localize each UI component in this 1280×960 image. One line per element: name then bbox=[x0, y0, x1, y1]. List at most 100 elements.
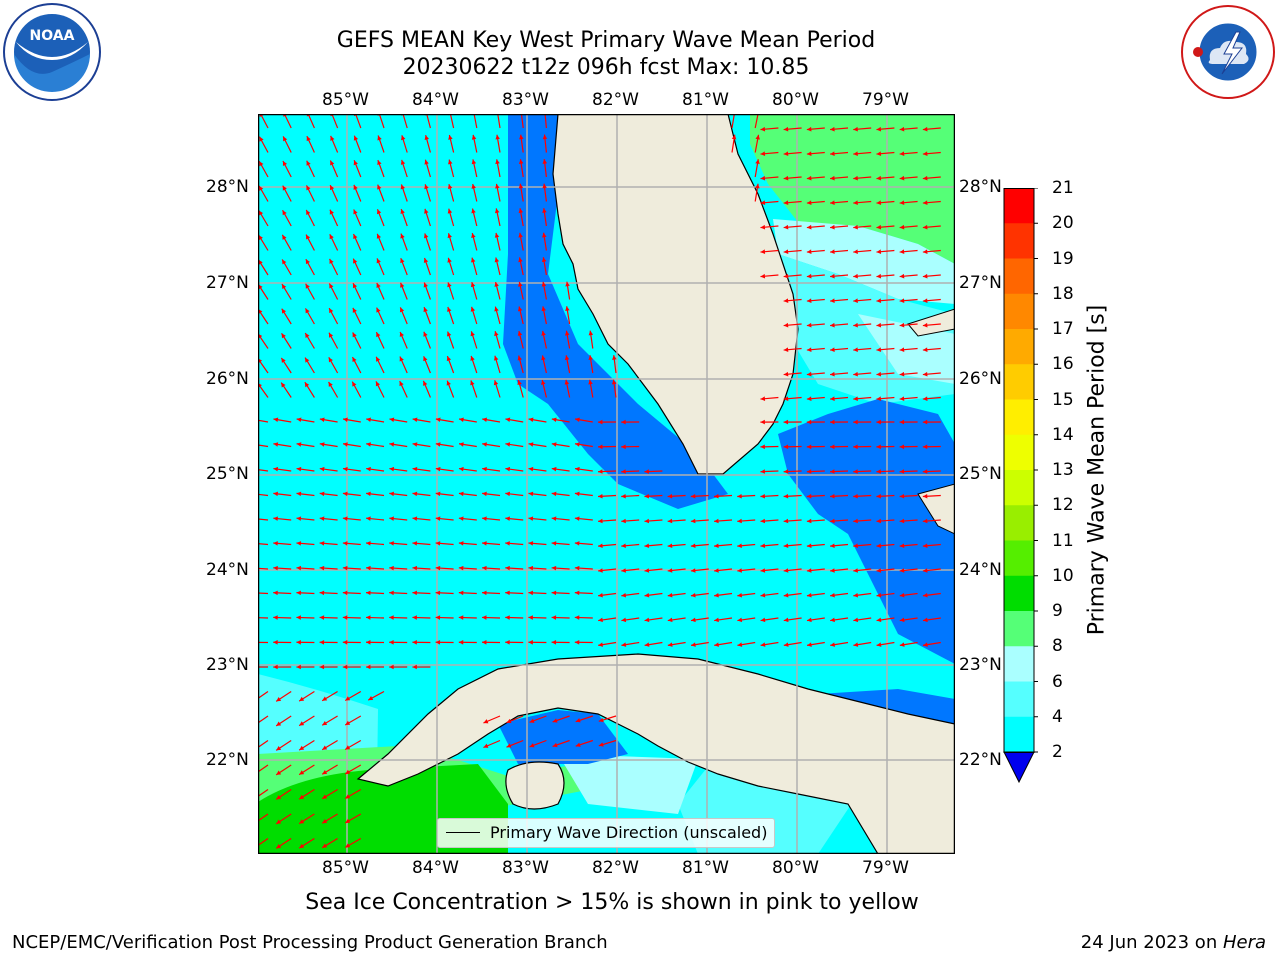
wave-arrow bbox=[258, 813, 269, 822]
colorbar-segment bbox=[1004, 223, 1034, 259]
wave-arrow-head bbox=[783, 322, 789, 328]
wave-arrow-head bbox=[830, 642, 835, 647]
wave-arrow-head bbox=[519, 134, 524, 140]
wave-arrow-head bbox=[299, 770, 305, 775]
nws-logo bbox=[1181, 5, 1275, 99]
wave-arrow-head bbox=[330, 135, 335, 141]
wave-arrow bbox=[258, 838, 269, 847]
lon-label-bottom: 81°W bbox=[682, 858, 729, 878]
wave-arrow-head bbox=[853, 151, 858, 156]
wave-arrow-head bbox=[551, 541, 557, 546]
map-subtitle: 20230622 t12z 096h fcst Max: 10.85 bbox=[402, 55, 810, 80]
wave-arrow-head bbox=[621, 642, 627, 647]
wave-arrow-head bbox=[621, 518, 626, 524]
wave-arrow-head bbox=[435, 417, 441, 422]
wave-arrow-head bbox=[876, 322, 882, 328]
colorbar-segment bbox=[1004, 293, 1034, 330]
wave-arrow-head bbox=[296, 442, 302, 447]
wave-arrow-head bbox=[667, 494, 673, 499]
wave-arrow-head bbox=[399, 381, 404, 387]
wave-arrow-head bbox=[528, 516, 534, 521]
wave-arrow-head bbox=[505, 516, 510, 521]
wave-arrow-head bbox=[399, 356, 404, 362]
wave-arrow-head bbox=[542, 208, 547, 213]
wave-arrow-head bbox=[922, 371, 928, 377]
wave-arrow-head bbox=[375, 381, 381, 387]
colorbar-segment bbox=[1004, 505, 1034, 541]
wave-arrow-head bbox=[482, 516, 487, 521]
wave-arrow-head bbox=[806, 469, 812, 474]
wave-arrow-head bbox=[458, 466, 464, 472]
wave-arrow-head bbox=[282, 160, 288, 166]
wave-arrow-head bbox=[760, 224, 766, 230]
wave-arrow-head bbox=[517, 331, 523, 336]
wave-arrow-head bbox=[667, 518, 673, 524]
wave-arrow-head bbox=[807, 642, 812, 647]
wave-arrow-head bbox=[412, 466, 418, 472]
wave-arrow-head bbox=[783, 273, 789, 279]
wave-arrow-head bbox=[482, 541, 487, 546]
wave-arrow-head bbox=[258, 284, 263, 290]
wave-arrow-head bbox=[319, 516, 325, 521]
wave-arrow-head bbox=[830, 347, 835, 352]
wave-arrow-head bbox=[644, 592, 650, 598]
wave-arrow-head bbox=[517, 306, 523, 312]
wave-arrow-head bbox=[876, 543, 882, 548]
wave-arrow-head bbox=[276, 746, 282, 751]
wave-arrow-head bbox=[366, 516, 371, 521]
wave-arrow-head bbox=[412, 565, 418, 571]
wave-arrow-head bbox=[783, 419, 789, 425]
wave-arrow-head bbox=[876, 249, 882, 254]
wave-arrow-head bbox=[400, 258, 405, 264]
wave-arrow-head bbox=[783, 568, 789, 573]
wave-arrow-head bbox=[259, 185, 264, 191]
wave-arrow-head bbox=[783, 617, 789, 623]
colorbar-tick-label: 14 bbox=[1052, 424, 1074, 445]
wave-arrow-head bbox=[353, 135, 359, 141]
wave-arrow-head bbox=[423, 233, 429, 239]
wave-arrow-head bbox=[853, 396, 858, 401]
wave-arrow-head bbox=[494, 282, 499, 287]
wave-arrow-head bbox=[899, 518, 905, 524]
lon-label-top: 85°W bbox=[322, 90, 369, 110]
wave-arrow-head bbox=[830, 543, 835, 548]
wave-arrow-head bbox=[575, 417, 580, 422]
lon-label-bottom: 85°W bbox=[322, 858, 369, 878]
colorbar-segment bbox=[1004, 329, 1034, 365]
wave-arrow-head bbox=[299, 794, 305, 800]
wave-arrow-head bbox=[806, 249, 812, 254]
wave-arrow-head bbox=[495, 183, 500, 189]
wave-arrow-head bbox=[644, 642, 650, 647]
wave-arrow-head bbox=[366, 664, 371, 670]
wave-arrow-head bbox=[319, 466, 325, 472]
wave-arrow-head bbox=[644, 568, 650, 573]
wave-arrow-head bbox=[343, 417, 348, 422]
wave-arrow-head bbox=[598, 494, 603, 499]
wave-arrow bbox=[449, 114, 455, 129]
wave-arrow-head bbox=[322, 696, 328, 701]
wave-arrow-head bbox=[471, 233, 476, 238]
wave-arrow-head bbox=[853, 249, 858, 254]
wave-arrow-head bbox=[329, 283, 334, 289]
wave-arrow-head bbox=[830, 371, 835, 377]
wave-arrow-head bbox=[922, 469, 928, 474]
wave-arrow-head bbox=[760, 592, 766, 598]
wave-arrow-head bbox=[412, 491, 418, 497]
wave-arrow-head bbox=[528, 590, 533, 596]
wave-arrow-head bbox=[296, 664, 301, 670]
wave-arrow-head bbox=[494, 306, 499, 312]
wave-arrow-head bbox=[259, 161, 264, 167]
wave-arrow-head bbox=[518, 257, 523, 263]
wave-arrow-head bbox=[899, 642, 905, 647]
wave-arrow-head bbox=[342, 590, 348, 596]
wave-arrow-head bbox=[342, 516, 348, 521]
wave-direction-arrows bbox=[258, 114, 941, 849]
wave-arrow-head bbox=[899, 347, 905, 352]
wave-arrow-head bbox=[598, 518, 603, 524]
wave-arrow-head bbox=[423, 307, 428, 313]
wave-arrow-head bbox=[588, 330, 594, 336]
wave-arrow-head bbox=[276, 721, 282, 726]
wave-arrow-head bbox=[458, 491, 464, 497]
wave-arrow-head bbox=[281, 382, 286, 388]
wave-arrow-head bbox=[276, 844, 282, 849]
